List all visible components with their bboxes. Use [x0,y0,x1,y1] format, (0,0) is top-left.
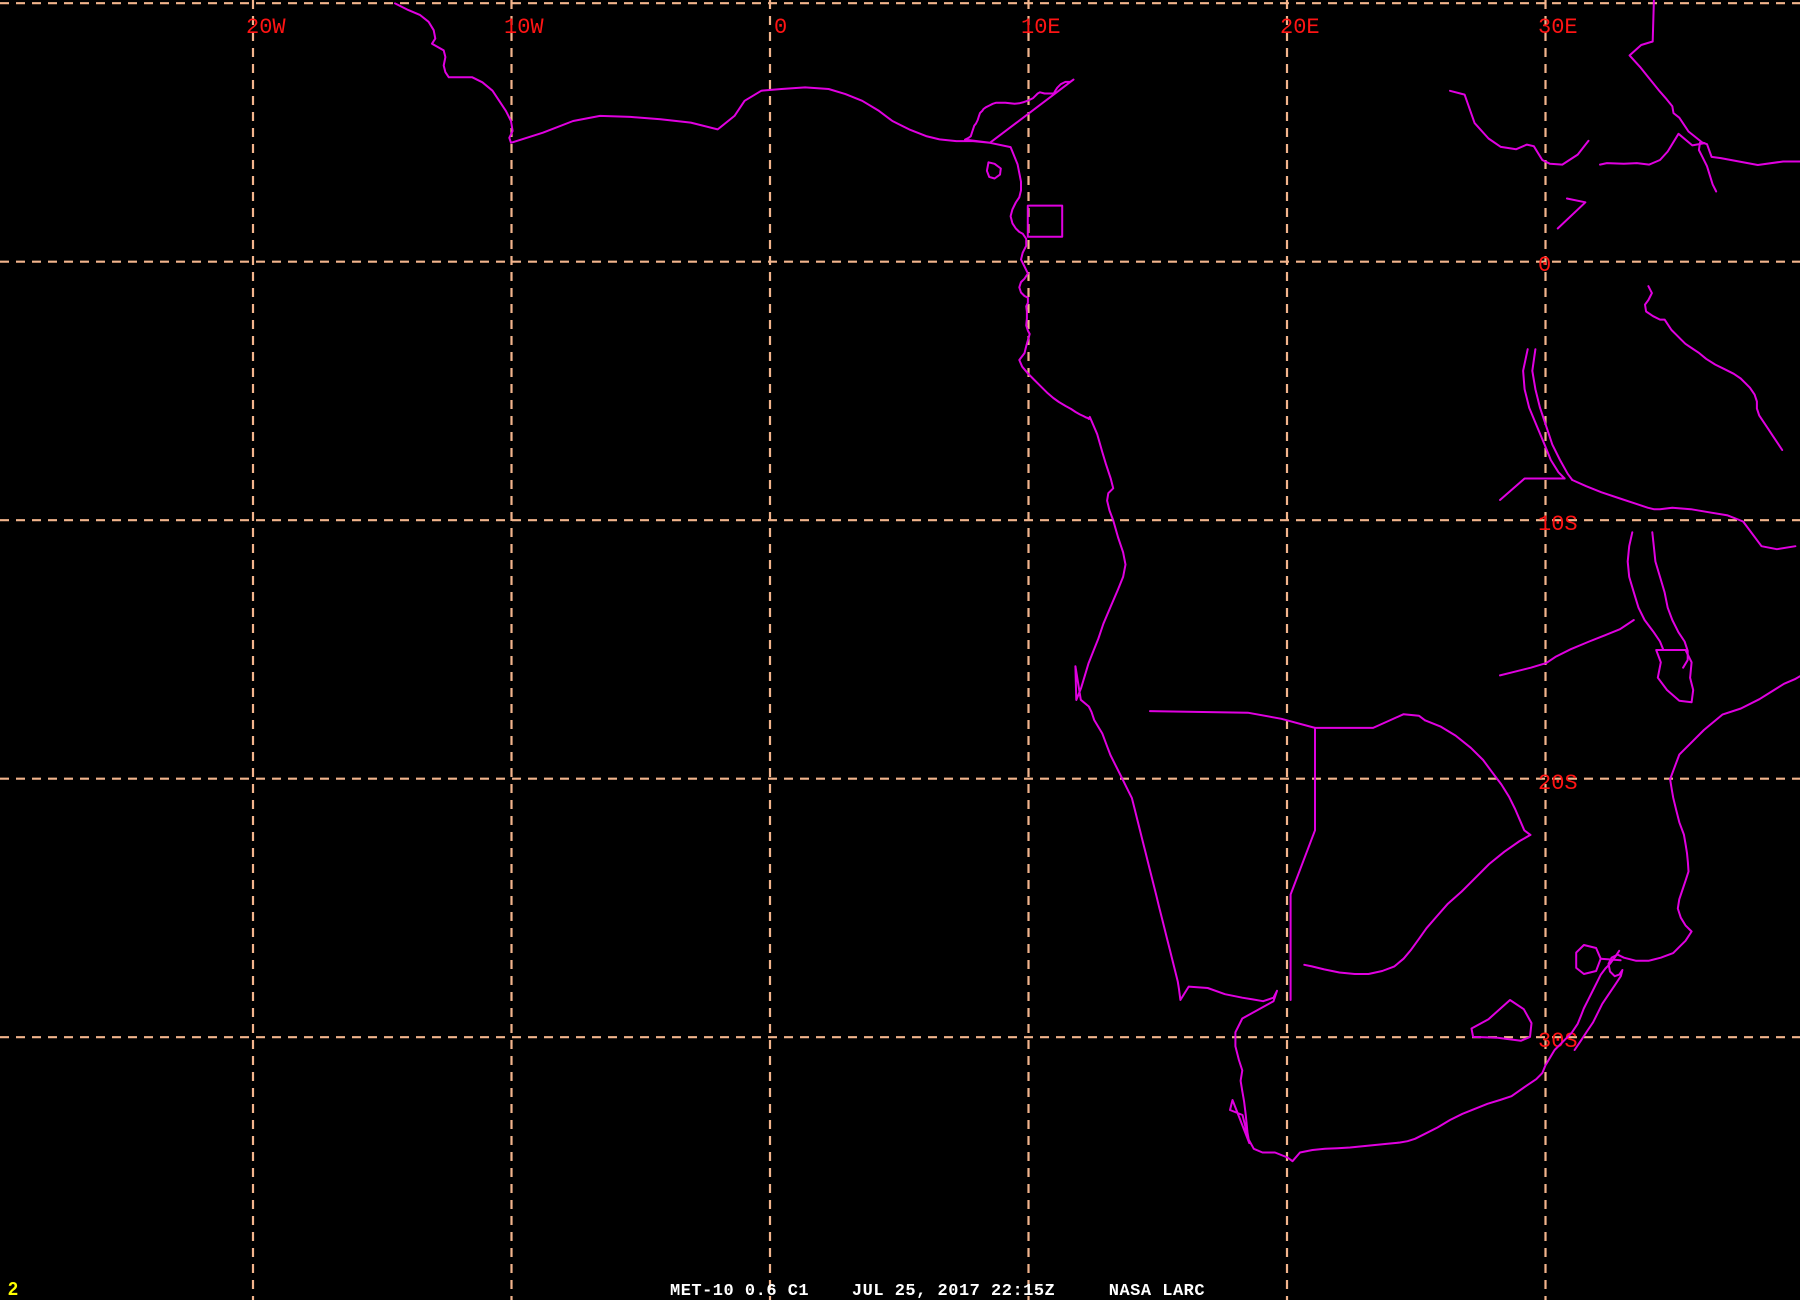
svg-text:10S: 10S [1538,512,1578,537]
svg-text:20S: 20S [1538,771,1578,796]
svg-text:MET-10 0.6 C1 JUL 25, 2017: MET-10 0.6 C1 JUL 25, 2017 22:15Z NASA L… [670,1282,1205,1300]
svg-text:0: 0 [774,15,787,40]
svg-text:0: 0 [1538,253,1551,278]
svg-text:2: 2 [8,1279,18,1299]
svg-text:20E: 20E [1280,15,1320,40]
svg-text:20W: 20W [246,15,286,40]
svg-text:30E: 30E [1538,15,1578,40]
svg-text:10E: 10E [1021,15,1061,40]
svg-text:10W: 10W [504,15,544,40]
